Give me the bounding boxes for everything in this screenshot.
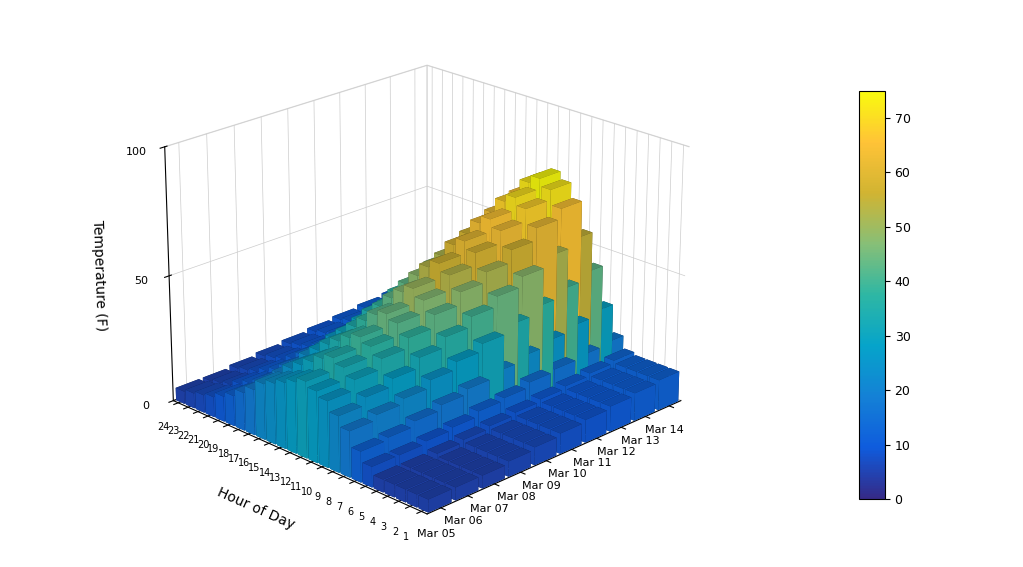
Y-axis label: Hour of Day: Hour of Day	[215, 485, 297, 532]
